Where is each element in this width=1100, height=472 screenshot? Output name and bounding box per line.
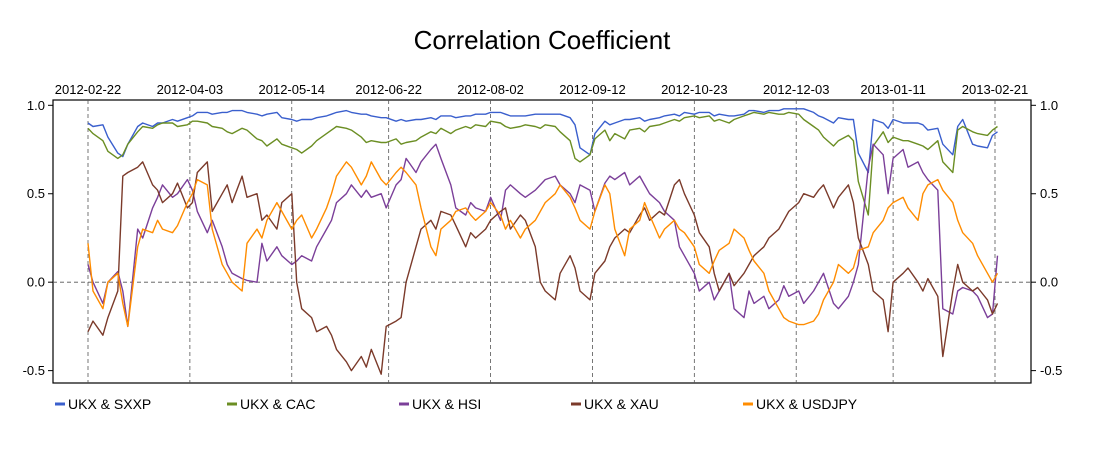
y-tick-label-right: 0.5 xyxy=(1040,186,1058,201)
chart-title: Correlation Coefficient xyxy=(414,25,672,55)
y-tick-label-right: 1.0 xyxy=(1040,98,1058,113)
legend-label-ukx-xau: UKX & XAU xyxy=(584,396,659,412)
y-tick-label-left: 0.0 xyxy=(27,275,45,290)
y-tick-labels-left: -0.5 0.0 0.5 1.0 xyxy=(23,98,53,378)
legend: UKX & SXXP UKX & CAC UKX & HSI UKX & XAU UKX… xyxy=(55,396,858,412)
x-tick-label: 2012-09-12 xyxy=(559,82,626,97)
legend-label-ukx-cac: UKX & CAC xyxy=(240,396,315,412)
legend-label-ukx-usdjpy: UKX & USDJPY xyxy=(756,396,858,412)
legend-label-ukx-hsi: UKX & HSI xyxy=(412,396,481,412)
x-tick-label: 2013-02-21 xyxy=(962,82,1029,97)
plot-frame xyxy=(52,99,1032,384)
series-line-ukx-cac xyxy=(87,111,998,216)
y-tick-labels-right: -0.5 0.0 0.5 1.0 xyxy=(1031,98,1062,378)
y-tick-label-left: -0.5 xyxy=(23,363,45,378)
x-tick-label: 2012-04-03 xyxy=(157,82,224,97)
series-line-ukx-xau xyxy=(87,161,999,375)
x-tick-label: 2012-10-23 xyxy=(661,82,728,97)
legend-label-ukx-sxxp: UKX & SXXP xyxy=(68,396,151,412)
series-line-ukx-usdjpy xyxy=(87,161,999,328)
y-tick-label-right: 0.0 xyxy=(1040,275,1058,290)
y-tick-label-right: -0.5 xyxy=(1040,363,1062,378)
y-tick-label-left: 0.5 xyxy=(27,186,45,201)
series-line-ukx-sxxp xyxy=(87,108,998,174)
x-tick-label: 2012-05-14 xyxy=(259,82,326,97)
x-tick-label: 2012-02-22 xyxy=(55,82,122,97)
x-tick-label: 2013-01-11 xyxy=(860,82,926,97)
x-tick-labels: 2012-02-22 2012-04-03 2012-05-14 2012-06-22… xyxy=(55,82,1029,97)
x-tick-label: 2012-12-03 xyxy=(763,82,830,97)
x-tick-label: 2012-06-22 xyxy=(355,82,422,97)
x-tick-label: 2012-08-02 xyxy=(457,82,524,97)
grid-lines xyxy=(53,100,1031,383)
series-layer xyxy=(87,108,999,375)
y-tick-label-left: 1.0 xyxy=(27,98,45,113)
series-line-ukx-hsi xyxy=(87,143,999,328)
